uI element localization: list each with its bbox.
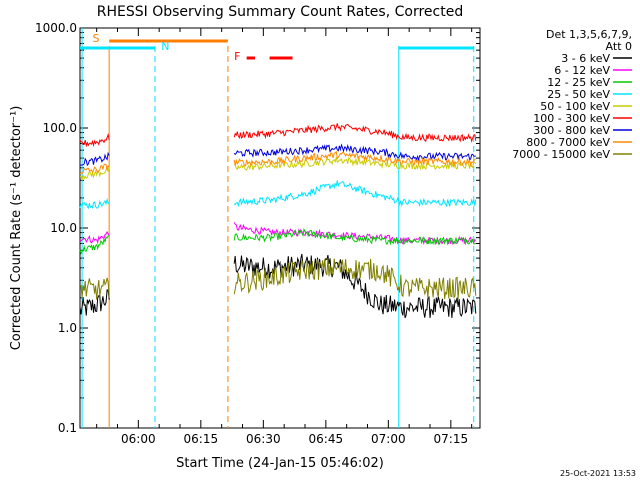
y-tick-label: 10.0 — [50, 221, 77, 235]
legend-entry-label: 25 - 50 keV — [547, 88, 610, 101]
y-tick-label: 1.0 — [58, 321, 77, 335]
series-line-1 — [79, 222, 477, 246]
legend-entry-label: 12 - 25 keV — [547, 76, 610, 89]
chart-title: RHESSI Observing Summary Count Rates, Co… — [97, 4, 463, 20]
x-tick-label: 07:15 — [434, 432, 469, 446]
y-axis-label: Corrected Count Rate (s⁻¹ detector⁻¹) — [9, 106, 24, 351]
y-tick-label: 0.1 — [58, 421, 77, 435]
x-tick-label: 06:30 — [246, 432, 281, 446]
x-tick-label: 06:15 — [184, 432, 219, 446]
legend-entry-label: 7000 - 15000 keV — [512, 148, 610, 161]
legend-header: Det 1,3,5,6,7,9, — [546, 28, 632, 41]
legend-entry-label: 300 - 800 keV — [533, 124, 610, 137]
y-tick-label: 100.0 — [43, 121, 77, 135]
legend-entry-label: 50 - 100 keV — [540, 100, 610, 113]
series-line-5 — [79, 123, 477, 148]
timestamp: 25-Oct-2021 13:53 — [560, 469, 636, 478]
series-line-8 — [79, 258, 477, 300]
x-axis-label: Start Time (24-Jan-15 05:46:02) — [176, 456, 384, 471]
legend-entry-label: 800 - 7000 keV — [526, 136, 610, 149]
series-line-7 — [79, 150, 477, 175]
legend-entry-label: 6 - 12 keV — [554, 64, 610, 77]
x-tick-label: 06:00 — [121, 432, 156, 446]
flag-marker-s: S — [93, 32, 100, 45]
plot-frame — [79, 27, 481, 429]
series-line-6 — [79, 143, 476, 167]
flag-marker-n: N — [161, 40, 169, 53]
legend-entry-label: 100 - 300 keV — [533, 112, 610, 125]
y-tick-label: 1000.0 — [35, 21, 77, 35]
series-line-2 — [79, 227, 476, 255]
series-line-3 — [79, 180, 477, 210]
legend-header: Att 0 — [606, 40, 632, 53]
x-tick-label: 07:00 — [371, 432, 406, 446]
series-line-0 — [79, 253, 477, 319]
legend-entry-label: 3 - 6 keV — [561, 52, 610, 65]
flag-marker-f: F — [234, 50, 240, 63]
x-tick-label: 06:45 — [309, 432, 344, 446]
series-line-4 — [79, 156, 477, 181]
